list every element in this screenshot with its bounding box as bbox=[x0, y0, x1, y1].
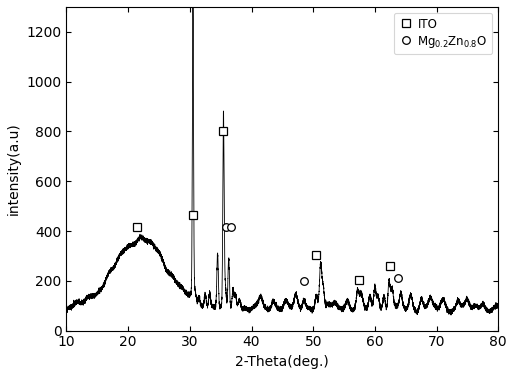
Legend: ITO, Mg$_{0.2}$Zn$_{0.8}$O: ITO, Mg$_{0.2}$Zn$_{0.8}$O bbox=[394, 13, 492, 54]
Y-axis label: intensity(a.u): intensity(a.u) bbox=[7, 123, 21, 215]
X-axis label: 2-Theta(deg.): 2-Theta(deg.) bbox=[235, 355, 329, 369]
